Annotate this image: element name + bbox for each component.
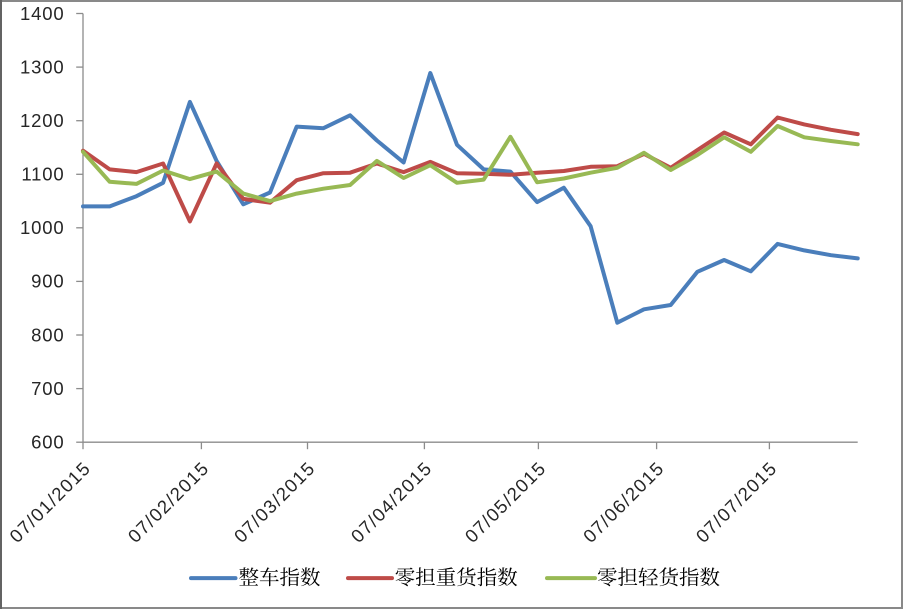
svg-text:800: 800 xyxy=(31,324,64,345)
svg-text:1400: 1400 xyxy=(20,3,65,24)
svg-text:1200: 1200 xyxy=(20,110,65,131)
svg-text:700: 700 xyxy=(31,378,64,399)
svg-text:1300: 1300 xyxy=(20,56,65,77)
svg-text:600: 600 xyxy=(31,432,64,453)
svg-text:1000: 1000 xyxy=(20,217,65,238)
svg-text:1100: 1100 xyxy=(21,164,64,185)
svg-text:900: 900 xyxy=(31,271,64,292)
